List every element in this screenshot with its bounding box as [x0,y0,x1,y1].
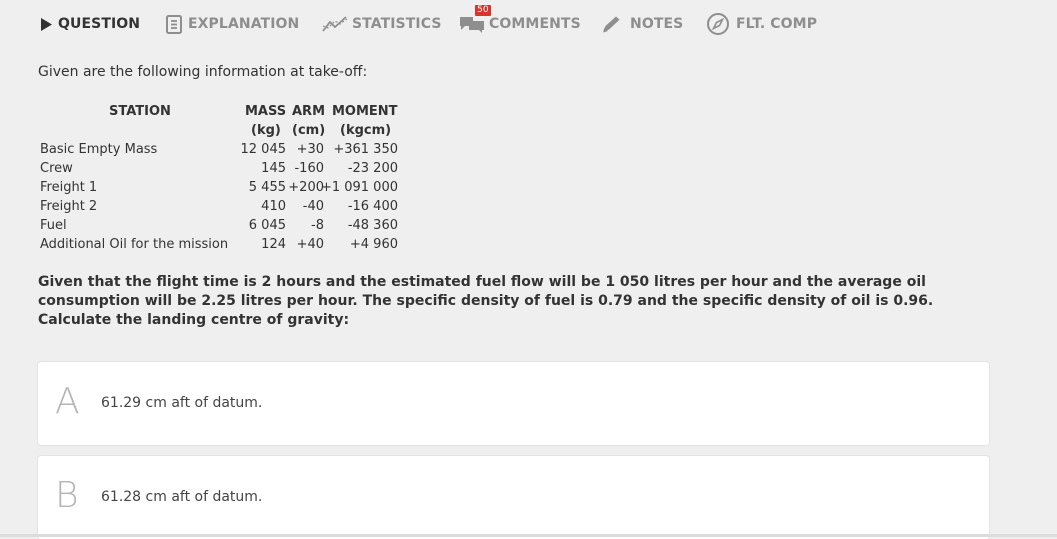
table-cell-station: Freight 2 [40,199,98,214]
table-row: Freight 1 5 455 +200 +1 091 000 [38,178,400,197]
table-cell-station: Additional Oil for the mission [40,237,229,252]
header-moment: MOMENT [332,104,398,119]
table-cell-mass: 410 [261,199,286,214]
header-mass: MASS [245,104,287,119]
mass-balance-table: STATION MASS ARM MOMENT (kg) (cm) (kgcm)… [38,102,400,254]
table-cell-moment: -48 360 [347,218,398,233]
table-cell-station: Crew [40,161,73,176]
table-cell-station: Freight 1 [40,180,98,195]
document-icon [166,14,182,34]
tab-statistics[interactable]: STATISTICS [322,14,442,34]
table-cell-moment: +361 350 [333,142,398,157]
table-cell-moment: -23 200 [347,161,398,176]
play-triangle-icon [40,17,52,31]
table-cell-mass: 124 [261,237,286,252]
question-intro: Given are the following information at t… [38,64,368,80]
table-cell-arm: -40 [302,199,324,214]
tab-statistics-label: STATISTICS [352,16,442,32]
tab-comments[interactable]: 50 COMMENTS [459,5,581,34]
tab-explanation-label: EXPLANATION [188,16,300,32]
answer-text: 61.29 cm aft of datum. [101,395,263,411]
table-cell-arm: -160 [294,161,324,176]
table-cell-mass: 145 [261,161,286,176]
table-row: Crew 145 -160 -23 200 [38,159,400,178]
table-cell-moment: -16 400 [347,199,398,214]
table-row: Freight 2 410 -40 -16 400 [38,197,400,216]
tab-notes-label: NOTES [630,16,684,32]
table-cell-arm: +30 [296,142,324,157]
answer-letter: A [55,381,80,422]
tab-bar: QUESTION EXPLANATION STATISTICS 50 COMME… [0,0,1057,48]
table-cell-moment: +1 091 000 [320,180,398,195]
table-cell-mass: 6 045 [248,218,286,233]
bottom-divider [0,534,1057,537]
table-cell-moment: +4 960 [349,237,398,252]
tab-explanation[interactable]: EXPLANATION [166,14,299,34]
tab-flt-comp-label: FLT. COMP [736,16,818,32]
tab-question-label: QUESTION [58,16,141,32]
table-cell-station: Fuel [40,218,67,233]
answer-option-b[interactable]: B 61.28 cm aft of datum. [38,456,989,539]
comments-icon: 50 [459,5,491,34]
unit-mass: (kg) [251,123,281,138]
unit-arm: (cm) [292,123,326,138]
table-row: Basic Empty Mass 12 045 +30 +361 350 [38,140,400,159]
answer-text: 61.28 cm aft of datum. [101,489,263,505]
tab-question[interactable]: QUESTION [40,14,140,34]
table-cell-station: Basic Empty Mass [40,142,158,157]
table-row: Additional Oil for the mission 124 +40 +4 9… [38,235,400,254]
tab-comments-label: COMMENTS [489,16,581,32]
table-cell-mass: 12 045 [240,142,287,157]
tab-flt-comp[interactable]: FLT. COMP [706,12,818,36]
answer-option-a[interactable]: A 61.29 cm aft of datum. [38,362,989,445]
table-units-row: (kg) (cm) (kgcm) [38,121,400,140]
table-row: Fuel 6 045 -8 -48 360 [38,216,400,235]
table-cell-mass: 5 455 [248,180,286,195]
question-text: Given that the flight time is 2 hours an… [38,274,934,328]
comments-count-badge: 50 [475,5,491,16]
header-station: STATION [109,104,171,119]
unit-moment: (kgcm) [340,123,392,138]
line-chart-icon [322,15,348,33]
table-header-row: STATION MASS ARM MOMENT [38,102,400,121]
tab-notes[interactable]: NOTES [602,14,683,34]
table-cell-arm: +40 [296,237,324,252]
table-cell-arm: +200 [288,180,324,195]
table-cell-arm: -8 [311,218,324,233]
answer-letter: B [55,475,79,516]
pencil-icon [602,15,622,33]
compass-icon [706,12,730,36]
header-arm: ARM [292,104,326,119]
